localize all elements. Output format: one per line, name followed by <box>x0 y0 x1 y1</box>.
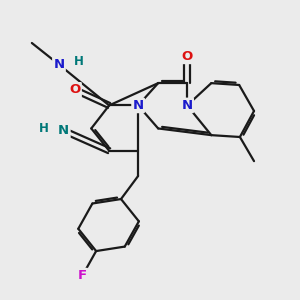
Text: N: N <box>58 124 69 137</box>
Text: O: O <box>182 50 193 63</box>
Text: N: N <box>133 99 144 112</box>
Text: F: F <box>78 269 87 282</box>
Text: N: N <box>53 58 64 71</box>
Text: H: H <box>39 122 49 135</box>
Text: N: N <box>182 99 193 112</box>
Text: H: H <box>74 55 84 68</box>
Text: O: O <box>69 83 81 96</box>
